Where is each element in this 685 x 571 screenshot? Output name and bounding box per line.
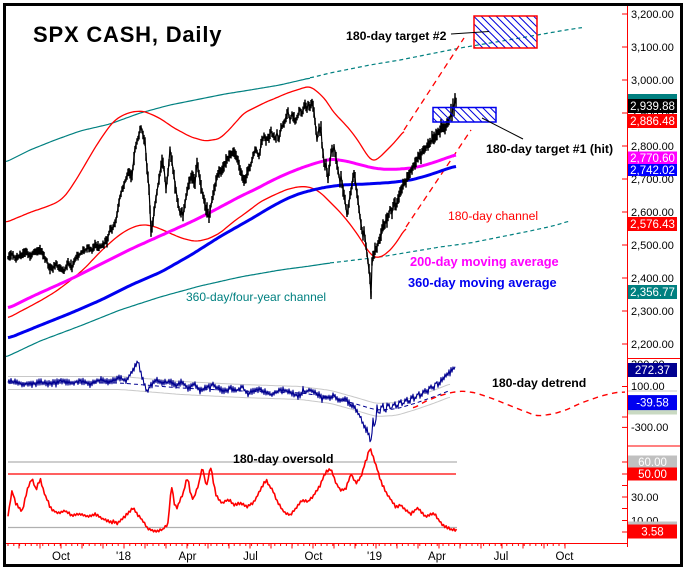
svg-text:Oct: Oct [556,551,575,563]
svg-text:30.00: 30.00 [631,492,659,504]
svg-text:2,770.60: 2,770.60 [630,153,675,165]
svg-text:3.58: 3.58 [641,527,663,539]
svg-text:Oct: Oct [52,551,71,563]
svg-text:'19: '19 [367,551,382,563]
svg-text:2,356.77: 2,356.77 [630,287,675,299]
svg-text:50.00: 50.00 [638,469,667,481]
svg-text:3,200.00: 3,200.00 [631,9,674,21]
svg-text:2,939.88: 2,939.88 [630,101,675,113]
svg-text:2,500.00: 2,500.00 [631,240,674,252]
svg-text:180-day target #2: 180-day target #2 [346,29,447,43]
svg-text:Jul: Jul [494,551,509,563]
svg-text:2,742.02: 2,742.02 [630,165,675,177]
svg-text:100.00: 100.00 [631,381,665,393]
svg-text:2,200.00: 2,200.00 [631,339,674,351]
svg-text:2,576.43: 2,576.43 [630,219,675,231]
svg-text:2,600.00: 2,600.00 [631,207,674,219]
svg-text:-300.00: -300.00 [631,422,668,434]
svg-text:Apr: Apr [179,551,197,563]
svg-text:60.00: 60.00 [638,457,667,469]
svg-text:Jul: Jul [243,551,258,563]
svg-text:Apr: Apr [428,551,446,563]
svg-text:180-day channel: 180-day channel [448,209,538,223]
svg-text:SPX CASH, Daily: SPX CASH, Daily [33,22,222,47]
svg-text:180-day oversold: 180-day oversold [233,452,333,466]
svg-text:2,400.00: 2,400.00 [631,273,674,285]
svg-text:2,700.00: 2,700.00 [631,174,674,186]
svg-text:3,100.00: 3,100.00 [631,42,674,54]
svg-text:2,300.00: 2,300.00 [631,306,674,318]
svg-text:3,000.00: 3,000.00 [631,75,674,87]
svg-text:180-day target #1 (hit): 180-day target #1 (hit) [486,142,613,156]
svg-text:2,800.00: 2,800.00 [631,141,674,153]
svg-text:360-day/four-year channel: 360-day/four-year channel [186,290,326,304]
svg-text:2,886.48: 2,886.48 [630,116,675,128]
svg-text:-39.58: -39.58 [636,398,669,410]
svg-text:'18: '18 [116,551,131,563]
svg-text:272.37: 272.37 [635,365,670,377]
svg-text:360-day moving average: 360-day moving average [408,275,557,290]
svg-text:180-day detrend: 180-day detrend [492,376,586,390]
svg-text:Oct: Oct [305,551,324,563]
svg-text:200-day moving average: 200-day moving average [410,254,559,269]
